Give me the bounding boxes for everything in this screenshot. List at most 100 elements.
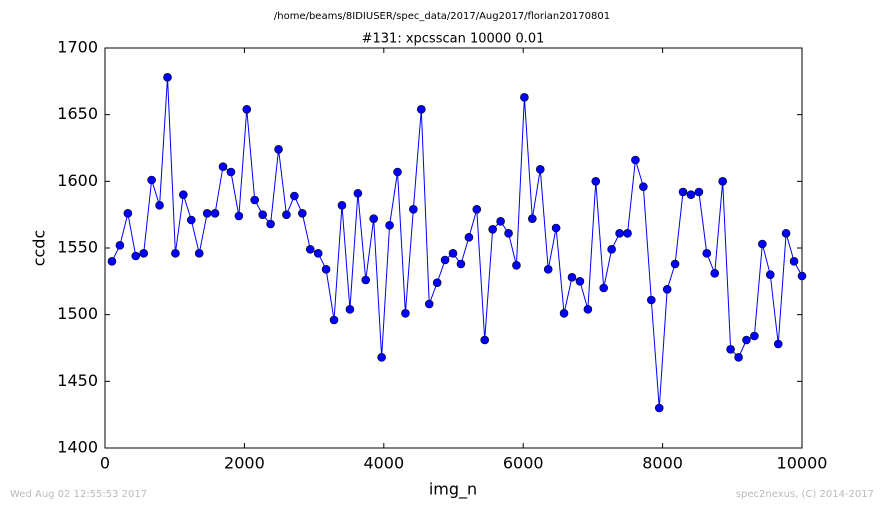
data-point [758,239,767,249]
data-point [250,195,260,205]
footer-right: spec2nexus, (C) 2014-2017 [736,489,874,500]
y-tick-label: 1450 [57,371,98,390]
data-point [559,309,569,318]
data-point [797,271,807,281]
data-point [583,305,593,314]
y-tick-label: 1650 [57,104,98,123]
data-point [591,177,601,186]
x-tick-label: 8000 [642,454,683,473]
series-line [111,77,803,409]
data-point [258,210,267,219]
data-point [678,187,688,197]
data-point [369,214,378,223]
data-point [139,249,148,258]
data-point [440,255,450,265]
data-point [266,219,275,229]
data-point [710,269,720,278]
data-point [623,229,632,238]
data-point [313,249,323,258]
data-point [512,261,521,270]
data-point [528,214,537,223]
data-point [361,275,371,285]
data-point [274,145,283,154]
data-point [647,295,656,305]
data-point [456,259,466,269]
data-point [535,165,545,174]
data-point [147,175,156,185]
data-point [567,273,577,282]
data-point [670,259,680,269]
footer-left: Wed Aug 02 12:55:53 2017 [10,489,147,500]
data-point [226,167,236,177]
data-point [718,177,727,186]
data-point [401,309,410,318]
data-point [702,249,712,258]
data-point [123,209,133,218]
data-point [686,190,696,199]
data-point [543,265,553,274]
data-point [662,285,672,294]
data-point [282,210,291,219]
data-point [765,270,775,279]
data-point [186,215,196,225]
data-point [337,201,347,210]
data-point [480,335,490,345]
data-point [488,225,497,234]
y-tick-label: 1400 [57,438,98,457]
data-point [639,182,648,191]
data-point [607,245,616,254]
data-point [202,209,212,218]
x-tick-label: 0 [100,454,110,473]
data-point [750,331,759,341]
data-point [393,167,402,177]
suptitle: /home/beams/8IDIUSER/spec_data/2017/Aug2… [274,11,610,22]
data-point [107,257,117,266]
data-point [305,245,315,254]
data-point [416,105,426,114]
data-point [210,209,220,218]
data-point [194,249,204,258]
data-point [520,93,529,102]
data-point [218,162,228,171]
data-point [654,403,664,413]
plot-frame [104,47,803,449]
data-point [734,353,743,362]
x-tick-label: 10000 [777,454,828,473]
data-point [290,191,299,201]
data-point [385,221,394,230]
chart-title: #131: xpcsscan 10000 0.01 [362,32,545,47]
data-point [599,283,609,293]
data-point [298,209,307,218]
data-point [329,315,339,325]
data-point [464,233,474,242]
data-point [432,278,442,287]
data-point [155,201,164,210]
data-point [551,223,561,233]
data-point [171,249,180,258]
x-tick-label: 4000 [363,454,404,473]
y-tick-label: 1700 [57,38,98,57]
data-point [242,105,252,114]
data-point [472,205,482,214]
data-point [234,211,244,221]
data-point [321,265,331,274]
data-point [504,229,513,238]
y-tick-label: 1550 [57,238,98,257]
y-tick-label: 1600 [57,171,98,190]
data-point [773,339,783,349]
data-point [615,229,624,238]
data-point [345,305,355,314]
data-point [163,73,172,82]
data-point [742,335,751,345]
x-tick-label: 2000 [224,454,265,473]
data-point [631,155,640,165]
data-point [575,277,585,286]
x-axis-label: img_n [429,480,477,500]
data-point [448,249,458,258]
data-point [789,257,799,266]
data-point [353,189,363,198]
data-point [131,251,141,261]
data-point [694,187,704,197]
